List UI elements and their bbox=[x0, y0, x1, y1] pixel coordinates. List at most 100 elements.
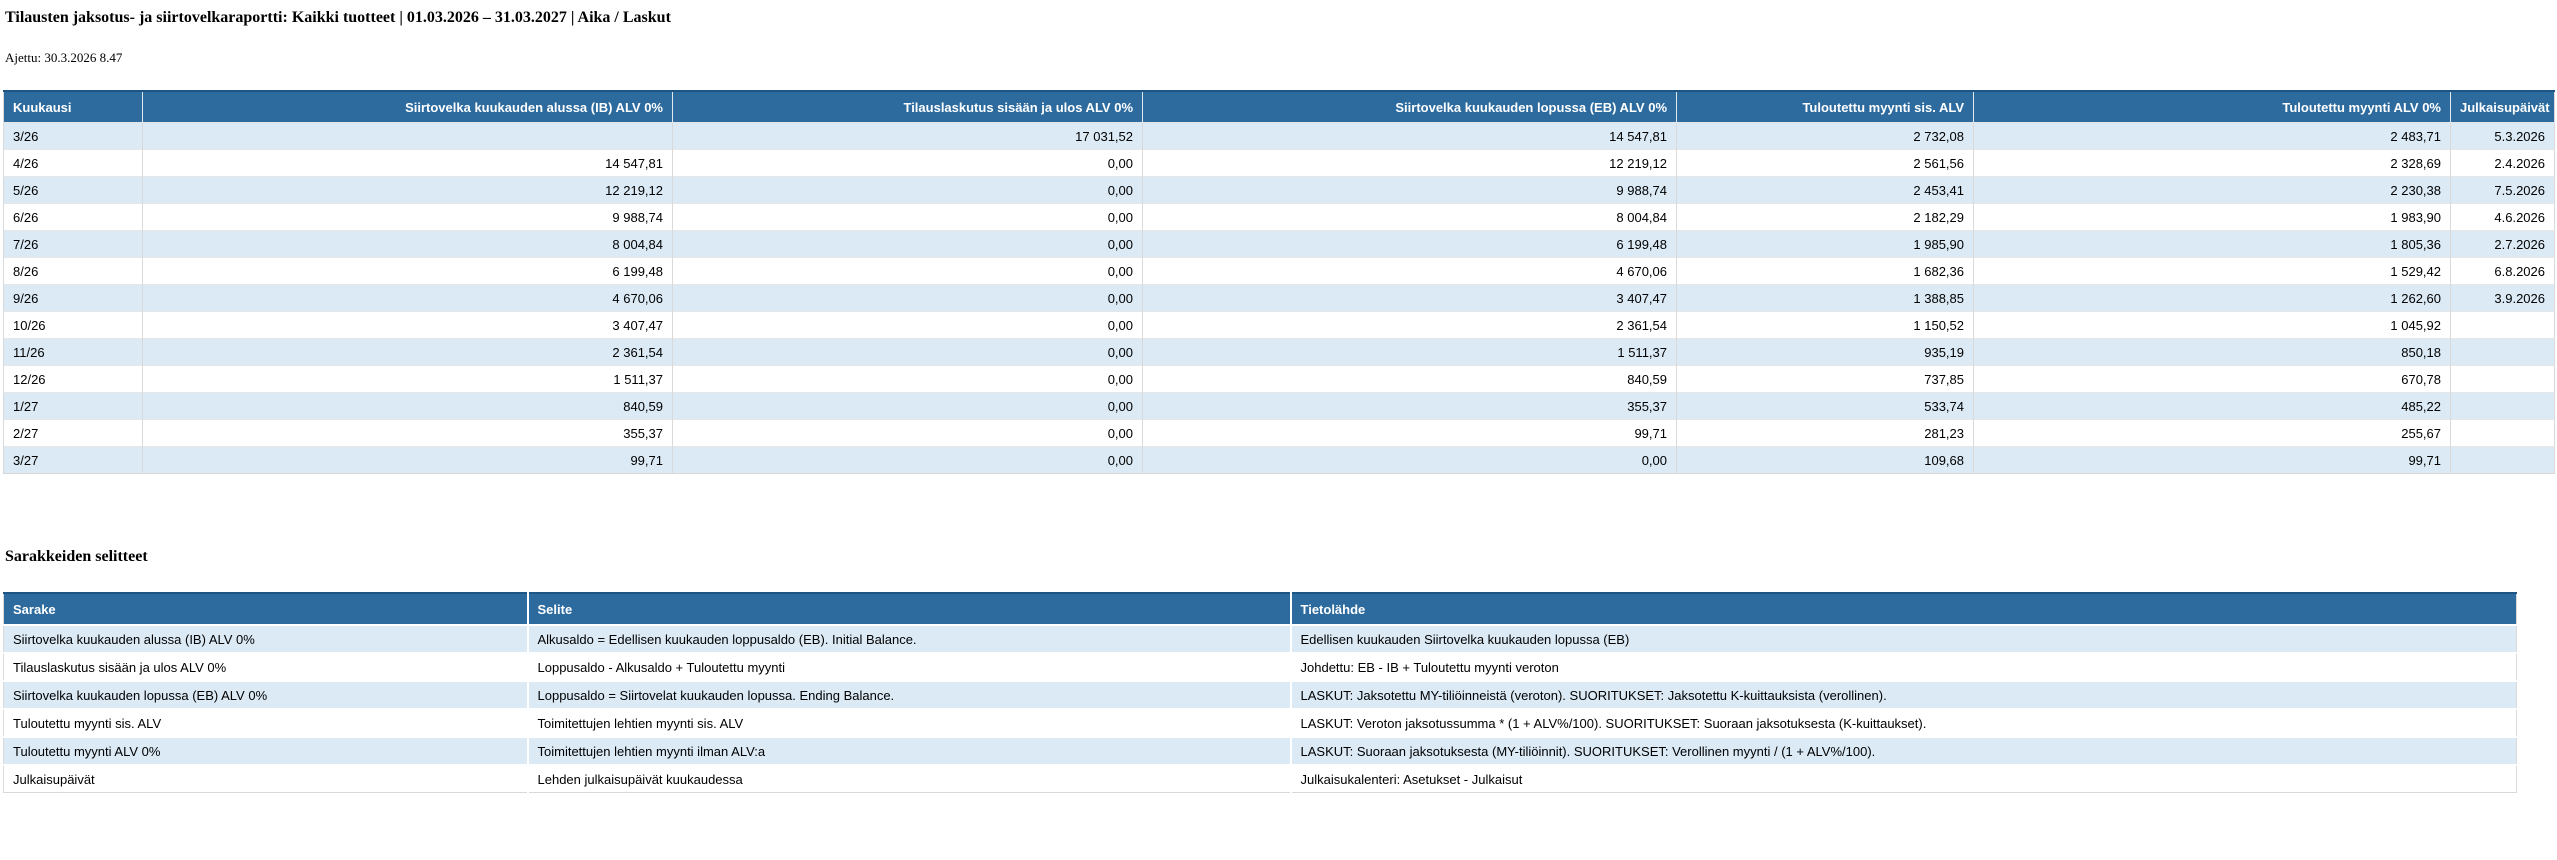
table-cell: 8 004,84 bbox=[1142, 203, 1677, 231]
table-cell bbox=[142, 122, 673, 150]
table-cell: 11/26 bbox=[3, 338, 143, 366]
table-cell: 0,00 bbox=[672, 149, 1143, 177]
table-row: 10/26 3 407,47 0,00 2 361,54 1 150,52 1 045,9… bbox=[3, 311, 2555, 339]
table-header-row: Kuukausi Siirtovelka kuukauden alussa (I… bbox=[3, 91, 2555, 123]
table-cell: 485,22 bbox=[1973, 392, 2451, 420]
legend-header-tietolahde: Tietolähde bbox=[1289, 593, 2517, 625]
table-cell: 2 361,54 bbox=[1142, 311, 1677, 339]
table-cell: 850,18 bbox=[1973, 338, 2451, 366]
table-cell bbox=[2450, 419, 2555, 447]
table-cell: Julkaisukalenteri: Asetukset - Julkaisut bbox=[1289, 764, 2517, 793]
table-cell: 17 031,52 bbox=[672, 122, 1143, 150]
table-cell: 2 230,38 bbox=[1973, 176, 2451, 204]
table-cell: Loppusaldo - Alkusaldo + Tuloutettu myyn… bbox=[526, 652, 1291, 681]
table-row: 3/26 17 031,52 14 547,81 2 732,08 2 483,71 5.… bbox=[3, 122, 2555, 150]
report-run-date: Ajettu: 30.3.2026 8.47 bbox=[5, 50, 123, 65]
table-cell: Edellisen kuukauden Siirtovelka kuukaude… bbox=[1289, 624, 2517, 653]
table-cell: 9/26 bbox=[3, 284, 143, 312]
table-row: 7/26 8 004,84 0,00 6 199,48 1 985,90 1 805,36… bbox=[3, 230, 2555, 258]
table-cell: 533,74 bbox=[1676, 392, 1974, 420]
table-cell: 8/26 bbox=[3, 257, 143, 285]
table-cell: 12/26 bbox=[3, 365, 143, 393]
table-cell: 1 388,85 bbox=[1676, 284, 1974, 312]
table-cell: 6 199,48 bbox=[1142, 230, 1677, 258]
table-cell: 4 670,06 bbox=[142, 284, 673, 312]
table-cell: 4/26 bbox=[3, 149, 143, 177]
table-cell: 737,85 bbox=[1676, 365, 1974, 393]
table-cell: 6 199,48 bbox=[142, 257, 673, 285]
table-row: Siirtovelka kuukauden alussa (IB) ALV 0%… bbox=[3, 624, 2517, 653]
table-cell: 0,00 bbox=[672, 311, 1143, 339]
table-cell: 1 985,90 bbox=[1676, 230, 1974, 258]
table-cell: 0,00 bbox=[672, 230, 1143, 258]
table-cell: 1 682,36 bbox=[1676, 257, 1974, 285]
legend-header-row: Sarake Selite Tietolähde bbox=[3, 593, 2517, 625]
table-cell: 0,00 bbox=[672, 446, 1143, 474]
table-cell: 2 182,29 bbox=[1676, 203, 1974, 231]
table-cell: 12 219,12 bbox=[142, 176, 673, 204]
table-cell: Tuloutettu myynti ALV 0% bbox=[3, 736, 528, 765]
table-cell: 3.9.2026 bbox=[2450, 284, 2555, 312]
column-header-siirtovelka-lopussa: Siirtovelka kuukauden lopussa (EB) ALV 0… bbox=[1142, 91, 1677, 123]
table-cell bbox=[2450, 338, 2555, 366]
table-cell: 2.7.2026 bbox=[2450, 230, 2555, 258]
table-cell: 3 407,47 bbox=[142, 311, 673, 339]
table-cell: 670,78 bbox=[1973, 365, 2451, 393]
table-row: Tuloutettu myynti ALV 0% Toimitettujen le… bbox=[3, 736, 2517, 765]
legend-heading: Sarakkeiden selitteet bbox=[5, 548, 148, 565]
legend-header-sarake: Sarake bbox=[3, 593, 528, 625]
legend-header-selite: Selite bbox=[526, 593, 1291, 625]
table-cell: 2 361,54 bbox=[142, 338, 673, 366]
table-cell: 99,71 bbox=[1973, 446, 2451, 474]
table-cell: 4.6.2026 bbox=[2450, 203, 2555, 231]
table-cell bbox=[2450, 446, 2555, 474]
table-cell: 109,68 bbox=[1676, 446, 1974, 474]
table-cell: 1 045,92 bbox=[1973, 311, 2451, 339]
table-cell: 0,00 bbox=[1142, 446, 1677, 474]
table-row: 8/26 6 199,48 0,00 4 670,06 1 682,36 1 529,42… bbox=[3, 257, 2555, 285]
table-row: 1/27 840,59 0,00 355,37 533,74 485,22 bbox=[3, 392, 2555, 420]
table-cell: 6/26 bbox=[3, 203, 143, 231]
table-cell: 7/26 bbox=[3, 230, 143, 258]
table-cell: 2/27 bbox=[3, 419, 143, 447]
table-cell: 1 983,90 bbox=[1973, 203, 2451, 231]
table-cell: 1 805,36 bbox=[1973, 230, 2451, 258]
table-row: 6/26 9 988,74 0,00 8 004,84 2 182,29 1 983,90… bbox=[3, 203, 2555, 231]
table-cell: 14 547,81 bbox=[142, 149, 673, 177]
table-row: 9/26 4 670,06 0,00 3 407,47 1 388,85 1 262,60… bbox=[3, 284, 2555, 312]
column-legend-table: Sarake Selite Tietolähde Siirtovelka kuu… bbox=[3, 592, 2517, 793]
table-cell: 2 453,41 bbox=[1676, 176, 1974, 204]
table-cell: Toimitettujen lehtien myynti sis. ALV bbox=[526, 708, 1291, 737]
table-row: 4/26 14 547,81 0,00 12 219,12 2 561,56 2 328,… bbox=[3, 149, 2555, 177]
table-cell: 0,00 bbox=[672, 284, 1143, 312]
table-row: 11/26 2 361,54 0,00 1 511,37 935,19 850,18 bbox=[3, 338, 2555, 366]
table-cell: 255,67 bbox=[1973, 419, 2451, 447]
table-cell: 5.3.2026 bbox=[2450, 122, 2555, 150]
table-cell: 2.4.2026 bbox=[2450, 149, 2555, 177]
table-cell: Toimitettujen lehtien myynti ilman ALV:a bbox=[526, 736, 1291, 765]
table-cell: 840,59 bbox=[1142, 365, 1677, 393]
table-cell: 5/26 bbox=[3, 176, 143, 204]
table-cell: Siirtovelka kuukauden alussa (IB) ALV 0% bbox=[3, 624, 528, 653]
table-row: 2/27 355,37 0,00 99,71 281,23 255,67 bbox=[3, 419, 2555, 447]
table-cell: 1 262,60 bbox=[1973, 284, 2451, 312]
table-cell: 3/27 bbox=[3, 446, 143, 474]
report-title: Tilausten jaksotus- ja siirtovelkaraport… bbox=[5, 9, 671, 26]
table-cell: 935,19 bbox=[1676, 338, 1974, 366]
table-cell: 3 407,47 bbox=[1142, 284, 1677, 312]
table-cell: 1 150,52 bbox=[1676, 311, 1974, 339]
table-cell: 1 511,37 bbox=[142, 365, 673, 393]
table-row: Julkaisupäivät Lehden julkaisupäivät kuuk… bbox=[3, 764, 2517, 793]
table-cell: 2 328,69 bbox=[1973, 149, 2451, 177]
table-cell bbox=[2450, 365, 2555, 393]
table-cell: Lehden julkaisupäivät kuukaudessa bbox=[526, 764, 1291, 793]
table-cell: 4 670,06 bbox=[1142, 257, 1677, 285]
table-cell: 0,00 bbox=[672, 365, 1143, 393]
table-cell: 3/26 bbox=[3, 122, 143, 150]
table-cell: 1 529,42 bbox=[1973, 257, 2451, 285]
table-cell: 2 732,08 bbox=[1676, 122, 1974, 150]
table-cell: 9 988,74 bbox=[1142, 176, 1677, 204]
table-cell: 14 547,81 bbox=[1142, 122, 1677, 150]
table-cell: LASKUT: Jaksotettu MY-tiliöinneistä (ver… bbox=[1289, 680, 2517, 709]
column-header-kuukausi: Kuukausi bbox=[3, 91, 143, 123]
